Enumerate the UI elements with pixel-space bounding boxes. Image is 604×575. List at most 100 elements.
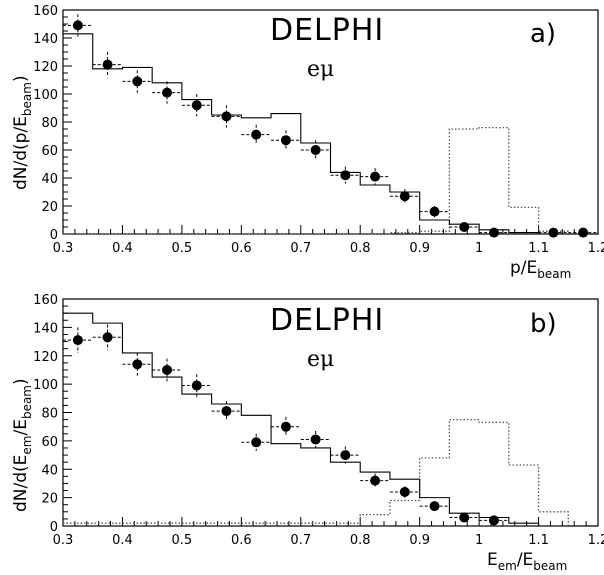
y-tick-label: 60 [41,144,58,159]
panel-label: a) [530,19,556,49]
data-point [578,227,589,238]
data-point [459,512,470,523]
x-axis-title-sub2: beam [533,559,567,573]
data-point [429,501,440,512]
y-tick-label: 140 [33,32,58,47]
data-point [370,475,381,486]
y-tick-label: 140 [33,321,58,336]
y-tick-label: 40 [41,463,58,478]
panel-label: b) [530,309,557,339]
solid-histogram [63,312,598,527]
data-point [370,171,381,182]
x-tick-label: 0.3 [53,533,74,548]
y-axis-title-main: dN/d(p/E [11,116,31,190]
y-tick-label: 160 [33,293,58,308]
y-ticks: 0 20 40 60 80 100 120 140 160 [33,293,72,535]
y-tick-label: 100 [33,88,58,103]
y-axis-title-sub: beam [20,82,34,116]
data-point [340,170,351,181]
y-axis-title-sub1: em [20,436,34,455]
y-axis-title-sub2: beam [20,385,34,419]
x-tick-label: 1.1 [528,241,549,256]
x-tick-label: 0.8 [350,241,371,256]
data-points [63,14,598,238]
channel-label: eμ [307,347,334,372]
y-axis-title-main: dN/d(E [11,455,31,512]
x-axis-title-sub1: em [498,559,517,573]
dotted-histogram-line [63,418,598,527]
x-tick-label: 0.4 [112,533,133,548]
data-point [548,227,559,238]
data-point [102,332,113,343]
dotted-histogram-line [63,126,598,235]
data-point [132,76,143,87]
y-tick-label: 0 [50,228,58,243]
x-tick-label: 0.9 [409,241,430,256]
x-tick-label: 1.2 [588,533,604,548]
x-tick-label: 1 [475,241,483,256]
data-points [63,324,509,526]
y-axis-title-close: ) [11,378,31,385]
data-point [132,359,143,370]
y-tick-label: 160 [33,4,58,19]
panel-b: 0 20 40 60 80 100 120 140 160 0.3 0.4 0.5 0.6 0.7 0.8… [11,293,604,573]
x-axis-title: p/Ebeam [510,258,571,281]
x-tick-label: 1.2 [588,241,604,256]
x-tick-label: 0.3 [53,241,74,256]
y-tick-label: 20 [41,492,58,507]
data-point [488,227,499,238]
data-point [310,145,321,155]
data-point [72,335,83,346]
data-point [251,437,262,448]
y-tick-label: 80 [41,116,58,131]
y-axis-title-close: ) [11,75,31,82]
y-tick-label: 40 [41,172,58,187]
y-tick-label: 0 [50,520,58,535]
data-point [162,87,173,98]
data-point [488,515,499,526]
x-tick-label: 0.5 [172,533,193,548]
channel-label: eμ [307,57,334,82]
x-tick-label: 0.8 [350,533,371,548]
x-ticks: 0.3 0.4 0.5 0.6 0.7 0.8 0.9 1 1.1 1.2 [53,225,604,256]
dotted-histogram [63,418,598,527]
x-tick-label: 0.6 [231,533,252,548]
panel-a: 0 20 40 60 80 100 120 140 160 0.3 0.4 0.5 0.6 0.7 0.8… [11,4,604,281]
dotted-histogram [63,126,598,235]
data-point [399,486,410,497]
y-ticks: 0 20 40 60 80 100 120 140 160 [33,4,72,243]
data-point [191,100,202,111]
y-tick-label: 20 [41,200,58,215]
x-axis-title: Eem/Ebeam [487,550,567,573]
data-point [310,434,321,445]
data-point [280,135,291,146]
x-ticks: 0.3 0.4 0.5 0.6 0.7 0.8 0.9 1 1.1 1.2 [53,517,604,548]
x-axis-title-mid: /E [517,550,533,570]
data-point [162,364,173,375]
solid-histogram [63,33,598,235]
x-axis-title-sub: beam [537,267,571,281]
x-tick-label: 0.4 [112,241,133,256]
data-point [251,129,262,140]
data-point [399,191,410,202]
y-axis-title: dN/d(p/Ebeam) [11,75,34,190]
x-tick-label: 1 [475,533,483,548]
data-point [191,380,202,391]
experiment-label: DELPHI [270,303,384,338]
data-point [102,59,113,70]
x-tick-label: 0.7 [290,533,311,548]
x-tick-label: 0.7 [290,241,311,256]
x-axis-title-main: p/E [510,258,537,278]
y-tick-label: 120 [33,60,58,75]
y-tick-label: 80 [41,407,58,422]
data-point [280,421,291,432]
y-axis-title: dN/d(Eem/Ebeam) [11,378,34,512]
data-point [72,20,83,31]
data-point [459,222,470,232]
data-point [221,111,232,122]
x-tick-label: 0.9 [409,533,430,548]
data-point [340,450,351,461]
x-tick-label: 0.6 [231,241,252,256]
data-point [221,406,232,417]
